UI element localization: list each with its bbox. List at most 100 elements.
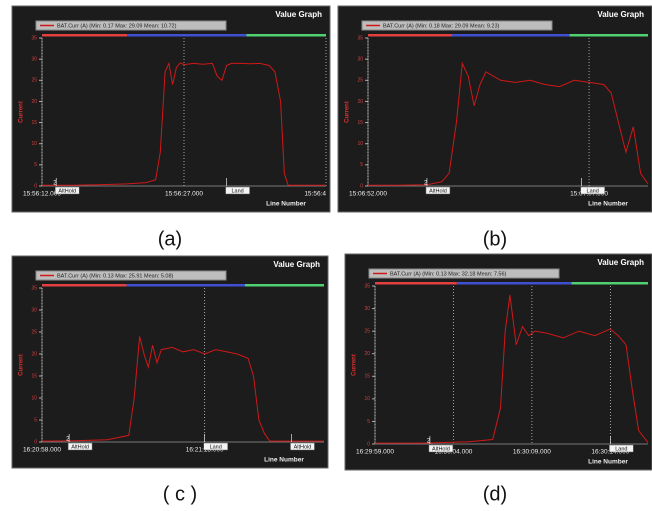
x-tick-label: 15:56:12.000: [23, 191, 61, 198]
y-tick-label: 25: [31, 78, 37, 84]
panel-title: Value Graph: [597, 258, 644, 267]
legend-box: [35, 20, 227, 31]
panel: Value Graph BAT.Curr (A) (Min: 0.18 Max: …: [337, 5, 652, 213]
mode-band: [42, 34, 128, 37]
panel: Value Graph BAT.Curr (A) (Min: 0.17 Max: …: [11, 5, 331, 213]
panel: Value Graph BAT.Curr (A) (Min: 0.13 Max: …: [344, 253, 652, 471]
y-tick-label: 5: [360, 162, 363, 168]
y-tick-label: 15: [31, 373, 37, 379]
mode-band: [127, 34, 247, 37]
y-tick-label: 30: [364, 306, 370, 312]
x-tick-label: 15:56:4: [304, 191, 326, 198]
y-tick-label: 35: [31, 285, 37, 291]
y-tick-label: 10: [364, 396, 370, 402]
y-tick-label: 20: [357, 99, 363, 105]
x-tick-label: 16:20:58.000: [23, 447, 61, 454]
y-tick-label: 5: [34, 162, 37, 168]
y-tick-label: 0: [367, 441, 370, 447]
annotation-text: AltHold: [58, 188, 76, 194]
y-axis-label: Current: [19, 101, 25, 123]
caption: ( c ): [163, 483, 197, 505]
mode-band: [456, 282, 572, 285]
mode-band: [246, 34, 326, 37]
y-axis-label: Current: [345, 101, 351, 123]
y-tick-label: 25: [357, 78, 363, 84]
y-tick-label: 5: [34, 417, 37, 423]
y-axis-label: Current: [352, 354, 358, 376]
data-line: [42, 61, 326, 186]
data-line: [375, 294, 649, 444]
panel-title: Value Graph: [273, 260, 320, 269]
mode-band: [368, 34, 452, 37]
caption: (d): [483, 483, 507, 505]
x-axis-label: Line Number: [588, 459, 628, 466]
caption: (b): [483, 228, 507, 250]
x-tick-label: 16:30:04.000: [434, 449, 472, 456]
annotation-box: [290, 442, 315, 451]
annotation-box: [609, 444, 634, 453]
annotation-text: AltHold: [432, 446, 450, 452]
y-tick-label: 30: [357, 56, 363, 62]
annotation-text: AltHold: [429, 188, 447, 194]
y-tick-label: 25: [31, 329, 37, 335]
panel-background: [11, 5, 331, 213]
x-tick-label: 15:56:27.000: [165, 191, 203, 198]
legend-text: BAT.Curr (A) (Min: 0.13 Max: 25.91 Mean:…: [57, 273, 174, 279]
mode-band: [569, 34, 648, 37]
panel-background: [11, 255, 329, 469]
y-tick-label: 0: [34, 183, 37, 189]
x-tick-label: 15:06:52.000: [349, 191, 387, 198]
annotation-marker: 2: [66, 437, 70, 443]
annotation-marker: 2: [427, 439, 431, 445]
annotation-box: [425, 186, 451, 195]
panel-title: Value Graph: [597, 10, 644, 19]
mode-band: [42, 284, 127, 287]
legend-text: BAT.Curr (A) (Min: 0.17 Max: 29.09 Mean:…: [57, 23, 177, 29]
y-tick-label: 20: [364, 351, 370, 357]
legend-box: [35, 270, 227, 281]
y-tick-label: 30: [31, 307, 37, 313]
y-tick-label: 10: [31, 395, 37, 401]
panel-background: [337, 5, 652, 213]
y-tick-label: 25: [364, 328, 370, 334]
mode-band: [571, 282, 648, 285]
annotation-box: [203, 442, 228, 451]
annotation-box: [67, 442, 93, 451]
mode-band: [375, 282, 457, 285]
legend-text: BAT.Curr (A) (Min: 0.13 Max: 32.18 Mean:…: [390, 271, 507, 277]
annotation-box: [225, 186, 250, 195]
y-tick-label: 10: [357, 141, 363, 147]
annotation-text: Land: [587, 188, 599, 194]
y-tick-label: 20: [31, 99, 37, 105]
y-tick-label: 15: [364, 374, 370, 380]
y-tick-label: 5: [367, 419, 370, 425]
y-tick-label: 35: [364, 283, 370, 289]
y-tick-label: 15: [31, 120, 37, 126]
y-tick-label: 20: [31, 351, 37, 357]
y-tick-label: 30: [31, 56, 37, 62]
annotation-text: Land: [210, 444, 222, 450]
panel-title: Value Graph: [275, 10, 322, 19]
mode-band: [126, 284, 246, 287]
legend-text: BAT.Curr (A) (Min: 0.18 Max: 29.09 Mean:…: [383, 23, 500, 29]
legend-box: [368, 268, 560, 279]
annotation-marker: 2: [424, 181, 428, 187]
legend-box: [361, 20, 553, 31]
annotation-box: [580, 186, 605, 195]
x-tick-label: 16:30:09.000: [513, 449, 551, 456]
annotation-text: AltHold: [294, 444, 312, 450]
y-tick-label: 10: [31, 141, 37, 147]
y-tick-label: 35: [31, 35, 37, 41]
annotation-box: [428, 444, 454, 453]
x-axis-label: Line Number: [588, 201, 628, 208]
data-line: [41, 336, 324, 442]
x-tick-label: 16:29:59.000: [356, 449, 394, 456]
y-tick-label: 0: [360, 183, 363, 189]
y-tick-label: 35: [357, 35, 363, 41]
annotation-marker: 2: [53, 181, 57, 187]
caption: (a): [158, 228, 182, 250]
y-tick-label: 15: [357, 120, 363, 126]
annotation-text: AltHold: [71, 444, 89, 450]
annotation-text: Land: [615, 446, 627, 452]
